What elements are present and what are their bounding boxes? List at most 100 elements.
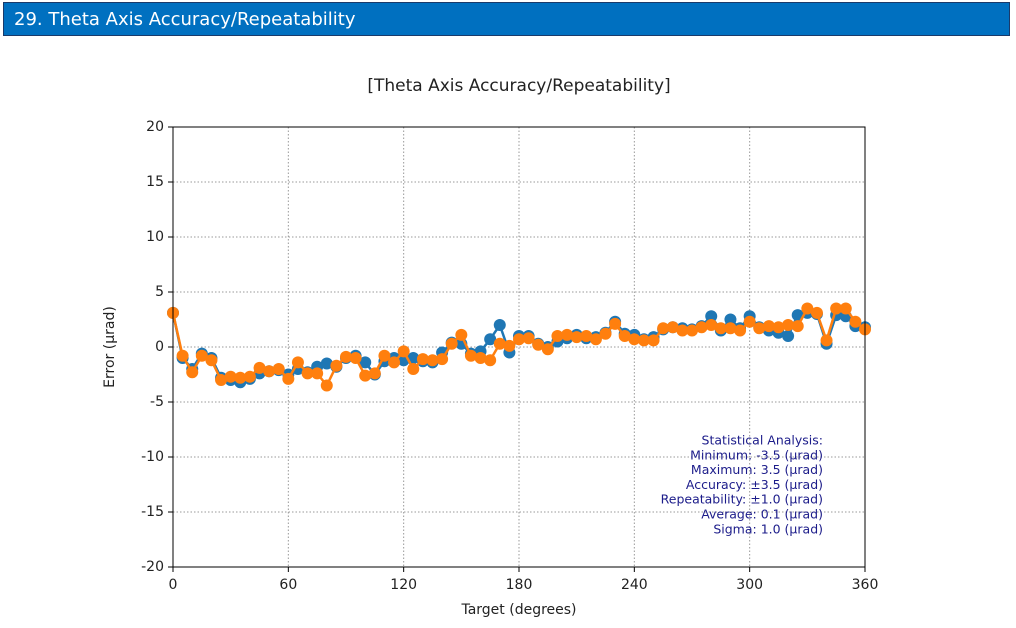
point	[340, 350, 352, 363]
point	[243, 370, 256, 383]
x-tick-label: 300	[736, 577, 763, 593]
stat-line: Repeatability: ±1.0 (µrad)	[661, 492, 823, 507]
point	[493, 319, 506, 331]
stat-line: Minimum: -3.5 (µrad)	[690, 447, 823, 462]
point	[263, 365, 276, 378]
point	[186, 366, 199, 379]
point	[657, 322, 670, 335]
point	[551, 330, 564, 342]
point	[320, 379, 333, 392]
point	[493, 337, 506, 350]
point	[561, 328, 574, 341]
point	[484, 333, 497, 346]
point	[205, 354, 218, 367]
y-axis-label: Error (µrad)	[102, 306, 118, 388]
stat-line: Maximum: 3.5 (µrad)	[691, 462, 823, 477]
point	[407, 363, 420, 375]
point	[647, 334, 660, 347]
point	[359, 356, 372, 369]
point	[849, 315, 862, 328]
point	[397, 345, 410, 358]
point	[291, 356, 304, 369]
point	[599, 327, 612, 340]
x-axis-label: Target (degrees)	[460, 602, 576, 618]
point	[541, 343, 554, 356]
point	[311, 367, 324, 380]
point	[830, 302, 843, 315]
point	[234, 371, 247, 384]
point	[378, 349, 391, 362]
y-tick-label: -10	[141, 449, 164, 465]
point	[782, 330, 795, 342]
point	[570, 331, 583, 344]
section-header: 29. Theta Axis Accuracy/Repeatability	[3, 2, 1010, 36]
y-tick-label: 0	[155, 339, 164, 355]
point	[503, 339, 516, 352]
point	[628, 333, 641, 346]
point	[484, 354, 497, 367]
y-tick-label: -15	[141, 504, 164, 520]
point	[436, 353, 449, 366]
point	[820, 334, 833, 347]
point	[810, 306, 823, 319]
y-tick-label: 15	[146, 174, 164, 190]
stat-line: Statistical Analysis:	[702, 433, 823, 448]
y-tick-label: -5	[150, 394, 164, 410]
x-tick-label: 0	[169, 577, 178, 593]
y-tick-label: -20	[141, 559, 164, 575]
point	[676, 324, 689, 337]
stat-line: Accuracy: ±3.5 (µrad)	[686, 477, 823, 492]
point	[705, 319, 718, 331]
point	[464, 349, 477, 362]
point	[522, 332, 535, 345]
point	[513, 333, 525, 346]
point	[791, 320, 804, 333]
x-tick-label: 240	[621, 577, 648, 593]
point	[637, 334, 650, 347]
point	[215, 374, 228, 386]
plot-frame	[172, 126, 866, 568]
point	[782, 319, 795, 331]
point	[580, 330, 593, 342]
point	[589, 333, 602, 346]
point	[801, 302, 814, 315]
x-tick-label: 60	[279, 577, 297, 593]
x-tick-label: 360	[852, 577, 879, 593]
point	[253, 361, 266, 374]
point	[532, 338, 545, 351]
y-tick-label: 10	[146, 229, 164, 245]
point	[416, 353, 429, 366]
point	[388, 356, 401, 369]
point	[724, 313, 737, 326]
x-tick-label: 180	[506, 577, 533, 593]
point	[455, 328, 468, 341]
point	[734, 324, 747, 337]
point	[320, 357, 333, 370]
point	[724, 322, 737, 335]
stat-line: Average: 0.1 (µrad)	[701, 507, 823, 522]
point	[474, 352, 487, 364]
point	[762, 320, 775, 333]
y-tick-label: 5	[155, 284, 164, 300]
point	[224, 370, 237, 383]
point	[349, 352, 362, 364]
point	[301, 367, 314, 380]
point	[666, 321, 679, 334]
point	[618, 330, 631, 342]
point	[176, 349, 189, 362]
stat-line: Sigma: 1.0 (µrad)	[713, 521, 823, 536]
point	[743, 315, 756, 328]
point	[282, 372, 295, 385]
point	[445, 337, 458, 350]
point	[753, 322, 766, 335]
point	[705, 310, 718, 323]
point	[686, 324, 698, 337]
point	[609, 317, 622, 330]
point	[695, 321, 708, 334]
y-tick-label: 20	[146, 119, 164, 135]
point	[714, 322, 727, 335]
point	[272, 363, 285, 375]
point	[426, 354, 439, 367]
